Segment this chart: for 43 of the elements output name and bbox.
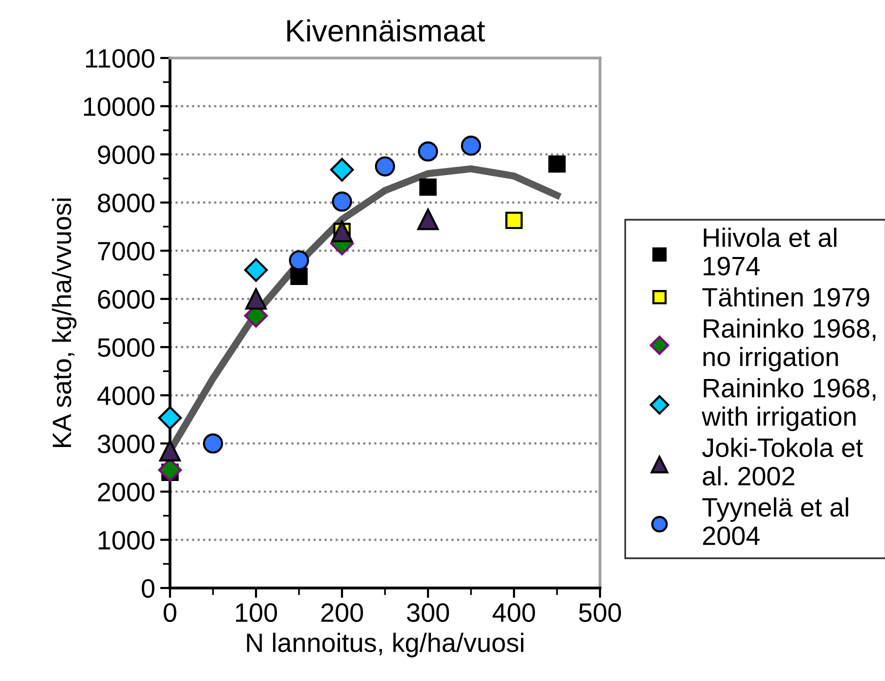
x-tick-label: 200 bbox=[321, 603, 363, 622]
y-axis-title: KA sato, kg/ha/vvuosi bbox=[52, 198, 76, 447]
x-tick-label: 400 bbox=[492, 603, 535, 622]
y-tick-label: 9000 bbox=[98, 146, 154, 164]
x-tick-label: 0 bbox=[164, 603, 176, 622]
y-tick-label: 7000 bbox=[98, 242, 154, 261]
point bbox=[460, 136, 482, 156]
chart-title: Kivennäismaat bbox=[287, 19, 485, 42]
point bbox=[244, 258, 268, 282]
y-tick-label: 8000 bbox=[98, 194, 154, 212]
y-tick-label: 4000 bbox=[97, 386, 154, 406]
point bbox=[159, 440, 181, 462]
y-tick-label: 10000 bbox=[84, 97, 154, 116]
legend-label: Tähtinen 1979 bbox=[702, 287, 870, 307]
y-tick-label: 3000 bbox=[98, 434, 154, 454]
point bbox=[290, 268, 308, 285]
point bbox=[202, 433, 224, 454]
y-tick-label: 0 bbox=[142, 579, 154, 598]
y-tick-label: 6000 bbox=[98, 290, 154, 309]
point bbox=[548, 155, 566, 173]
point bbox=[505, 212, 523, 230]
point bbox=[330, 158, 354, 182]
legend-label: Raininko 1968, with irrigation bbox=[702, 378, 876, 432]
x-axis-title: N lannoitus, kg/ha/vuosi bbox=[247, 632, 524, 658]
point bbox=[332, 192, 352, 212]
y-tick-label: 5000 bbox=[98, 338, 154, 357]
y-tick-label: 1000 bbox=[98, 530, 154, 550]
point bbox=[417, 208, 439, 230]
x-tick-label: 300 bbox=[406, 603, 449, 622]
legend-label: Joki-Tokola et al. 2002 bbox=[702, 438, 863, 486]
y-tick-label: 11000 bbox=[86, 49, 154, 68]
point bbox=[374, 156, 396, 176]
legend-label: Tyynelä et al 2004 bbox=[702, 497, 848, 546]
point bbox=[158, 406, 182, 430]
legend-label: Hiivola et al 1974 bbox=[704, 228, 836, 276]
y-tick-label: 2000 bbox=[98, 482, 154, 502]
legend-label: Raininko 1968, no irrigation bbox=[703, 318, 876, 372]
x-tick-label: 100 bbox=[236, 603, 277, 622]
point bbox=[288, 250, 310, 270]
point bbox=[245, 288, 267, 310]
x-tick-label: 500 bbox=[579, 603, 621, 622]
point bbox=[418, 141, 438, 162]
point bbox=[419, 178, 437, 196]
